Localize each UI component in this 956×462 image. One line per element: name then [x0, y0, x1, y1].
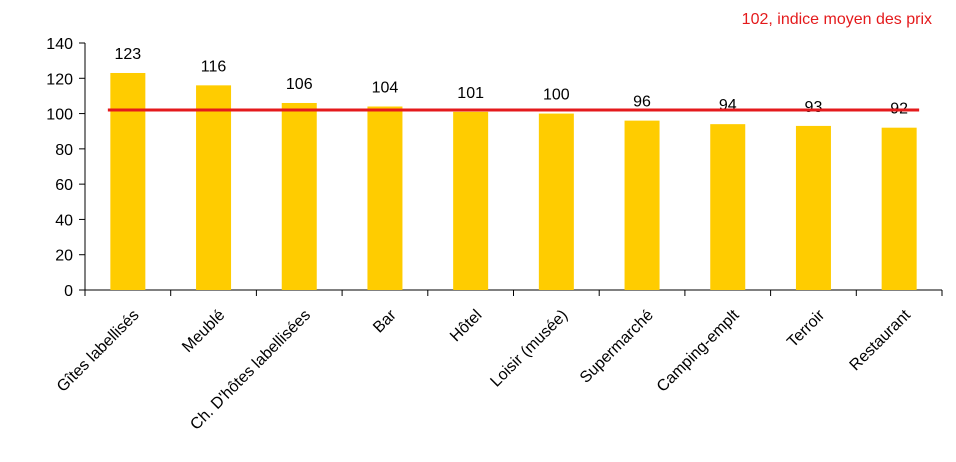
y-tick-label: 40 — [55, 212, 73, 229]
bar — [281, 102, 317, 290]
bar-value-label: 101 — [457, 85, 484, 102]
category-label: Restaurant — [847, 306, 915, 374]
bar — [196, 85, 232, 290]
y-tick-label: 80 — [55, 142, 73, 159]
bar-value-label: 100 — [543, 87, 570, 104]
y-tick-label: 60 — [55, 177, 73, 194]
bar — [367, 106, 403, 290]
bar-value-label: 106 — [286, 76, 313, 93]
reference-line-label: 102, indice moyen des prix — [742, 11, 932, 28]
bar-value-label: 116 — [201, 58, 227, 75]
y-tick-label: 20 — [55, 248, 73, 265]
bar — [453, 111, 489, 290]
bars: 12311610610410110096949392 — [110, 46, 917, 291]
bar — [710, 124, 746, 291]
category-label: Bar — [370, 306, 400, 336]
category-label: Supermarché — [577, 307, 657, 387]
category-label: Hôtel — [447, 307, 485, 345]
bar-value-label: 93 — [805, 99, 823, 116]
bar — [538, 113, 574, 290]
category-label: Meublé — [179, 307, 228, 356]
category-label: Terroir — [784, 306, 829, 351]
category-label: Loisir (musée) — [487, 307, 571, 391]
bar-value-label: 123 — [114, 46, 141, 63]
bar-value-label: 96 — [633, 94, 651, 111]
y-tick-label: 120 — [46, 71, 73, 88]
y-tick-label: 100 — [46, 107, 73, 124]
bar — [881, 127, 917, 290]
category-label: Gîtes labellisés — [54, 307, 143, 396]
y-axis: 0 20 40 60 80 100 120 140 — [46, 36, 86, 300]
bar — [624, 120, 660, 290]
bar-value-label: 104 — [372, 80, 399, 97]
bar — [795, 125, 831, 291]
category-label: Camping-emplt — [654, 306, 743, 395]
bar — [110, 72, 146, 290]
y-tick-label: 0 — [64, 283, 73, 300]
bar-value-label: 94 — [719, 97, 737, 114]
y-tick-label: 140 — [46, 36, 73, 53]
